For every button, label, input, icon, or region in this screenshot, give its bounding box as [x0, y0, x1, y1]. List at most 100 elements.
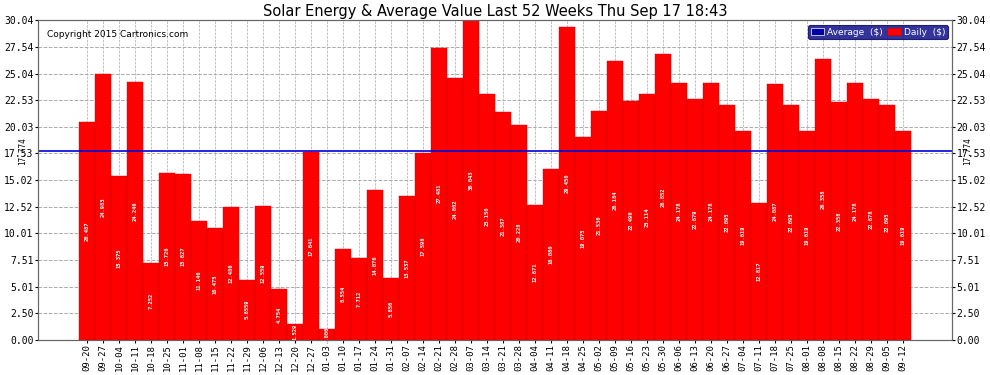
Bar — [831, 102, 846, 340]
Title: Solar Energy & Average Value Last 52 Weeks Thu Sep 17 18:43: Solar Energy & Average Value Last 52 Wee… — [262, 4, 728, 19]
Bar — [479, 94, 495, 340]
Text: 24.178: 24.178 — [852, 201, 857, 221]
Text: 13.537: 13.537 — [405, 258, 410, 278]
Text: Copyright 2015 Cartronics.com: Copyright 2015 Cartronics.com — [47, 30, 188, 39]
Text: 14.070: 14.070 — [372, 255, 377, 275]
Text: 27.481: 27.481 — [437, 184, 442, 203]
Bar — [159, 172, 175, 340]
Text: 23.150: 23.150 — [484, 207, 489, 226]
Text: 22.095: 22.095 — [884, 213, 889, 232]
Bar — [879, 105, 895, 340]
Bar — [95, 74, 111, 340]
Bar — [895, 131, 911, 340]
Bar — [144, 262, 159, 340]
Bar — [783, 105, 799, 340]
Bar — [175, 174, 191, 340]
Text: 12.486: 12.486 — [229, 264, 234, 283]
Bar — [767, 84, 783, 340]
Text: 24.246: 24.246 — [133, 201, 138, 220]
Bar — [527, 205, 543, 340]
Bar — [287, 324, 303, 340]
Bar — [351, 258, 367, 340]
Text: 26.184: 26.184 — [613, 191, 618, 210]
Bar — [447, 78, 463, 340]
Bar — [367, 190, 383, 340]
Text: 11.146: 11.146 — [197, 271, 202, 290]
Text: 15.726: 15.726 — [164, 246, 169, 266]
Text: 22.678: 22.678 — [868, 210, 873, 229]
Text: 22.358: 22.358 — [837, 211, 842, 231]
Text: 26.852: 26.852 — [660, 187, 665, 207]
Bar — [255, 206, 271, 340]
Text: 5.856: 5.856 — [388, 300, 394, 317]
Text: 5.6559: 5.6559 — [245, 300, 249, 320]
Legend: Average  ($), Daily  ($): Average ($), Daily ($) — [808, 25, 947, 39]
Text: 12.817: 12.817 — [756, 262, 761, 281]
Text: 19.619: 19.619 — [804, 226, 809, 245]
Bar — [511, 124, 527, 340]
Text: 24.087: 24.087 — [772, 202, 777, 222]
Text: 1.529: 1.529 — [293, 324, 298, 340]
Bar — [335, 249, 351, 340]
Bar — [271, 289, 287, 340]
Text: 30.043: 30.043 — [468, 170, 473, 190]
Bar — [719, 105, 735, 340]
Bar — [815, 60, 831, 340]
Text: 21.387: 21.387 — [501, 216, 506, 236]
Bar — [191, 221, 207, 340]
Text: 22.095: 22.095 — [788, 213, 793, 232]
Text: 20.228: 20.228 — [517, 222, 522, 242]
Text: 22.095: 22.095 — [725, 213, 730, 232]
Bar — [399, 196, 415, 340]
Text: 24.178: 24.178 — [709, 201, 714, 221]
Text: 15.375: 15.375 — [117, 248, 122, 268]
Bar — [623, 100, 639, 340]
Text: 29.450: 29.450 — [564, 174, 569, 193]
Bar — [207, 228, 223, 340]
Text: 17.774: 17.774 — [18, 137, 27, 165]
Bar — [319, 329, 335, 340]
Text: 19.619: 19.619 — [900, 226, 905, 245]
Bar — [655, 54, 671, 340]
Bar — [862, 99, 879, 340]
Text: 8.554: 8.554 — [341, 286, 346, 302]
Bar — [687, 99, 703, 340]
Bar — [591, 111, 607, 340]
Text: 1.006: 1.006 — [325, 326, 330, 343]
Text: 21.530: 21.530 — [596, 216, 602, 235]
Bar — [750, 204, 767, 340]
Bar — [575, 137, 591, 340]
Bar — [735, 131, 750, 340]
Text: 22.679: 22.679 — [692, 210, 697, 229]
Text: 7.252: 7.252 — [148, 293, 153, 309]
Text: 4.754: 4.754 — [276, 306, 281, 322]
Bar — [639, 94, 655, 340]
Text: 17.774: 17.774 — [963, 137, 972, 165]
Text: 20.487: 20.487 — [85, 221, 90, 241]
Bar — [559, 27, 575, 340]
Text: 17.598: 17.598 — [421, 237, 426, 256]
Bar — [431, 48, 447, 340]
Bar — [128, 82, 144, 340]
Text: 19.075: 19.075 — [580, 229, 585, 248]
Bar — [240, 280, 255, 340]
Text: 10.475: 10.475 — [213, 274, 218, 294]
Bar — [703, 82, 719, 340]
Bar — [415, 153, 431, 340]
Bar — [799, 131, 815, 340]
Text: 26.358: 26.358 — [821, 190, 826, 209]
Text: 16.080: 16.080 — [548, 244, 553, 264]
Text: 19.619: 19.619 — [741, 226, 745, 245]
Bar — [607, 62, 623, 340]
Text: 23.114: 23.114 — [644, 207, 649, 226]
Bar — [846, 82, 862, 340]
Bar — [383, 278, 399, 340]
Bar — [223, 207, 240, 340]
Text: 17.641: 17.641 — [309, 236, 314, 256]
Bar — [79, 122, 95, 340]
Text: 22.490: 22.490 — [629, 210, 634, 230]
Bar — [495, 112, 511, 340]
Text: 7.712: 7.712 — [356, 291, 361, 307]
Text: 15.627: 15.627 — [181, 247, 186, 267]
Text: 24.983: 24.983 — [101, 197, 106, 217]
